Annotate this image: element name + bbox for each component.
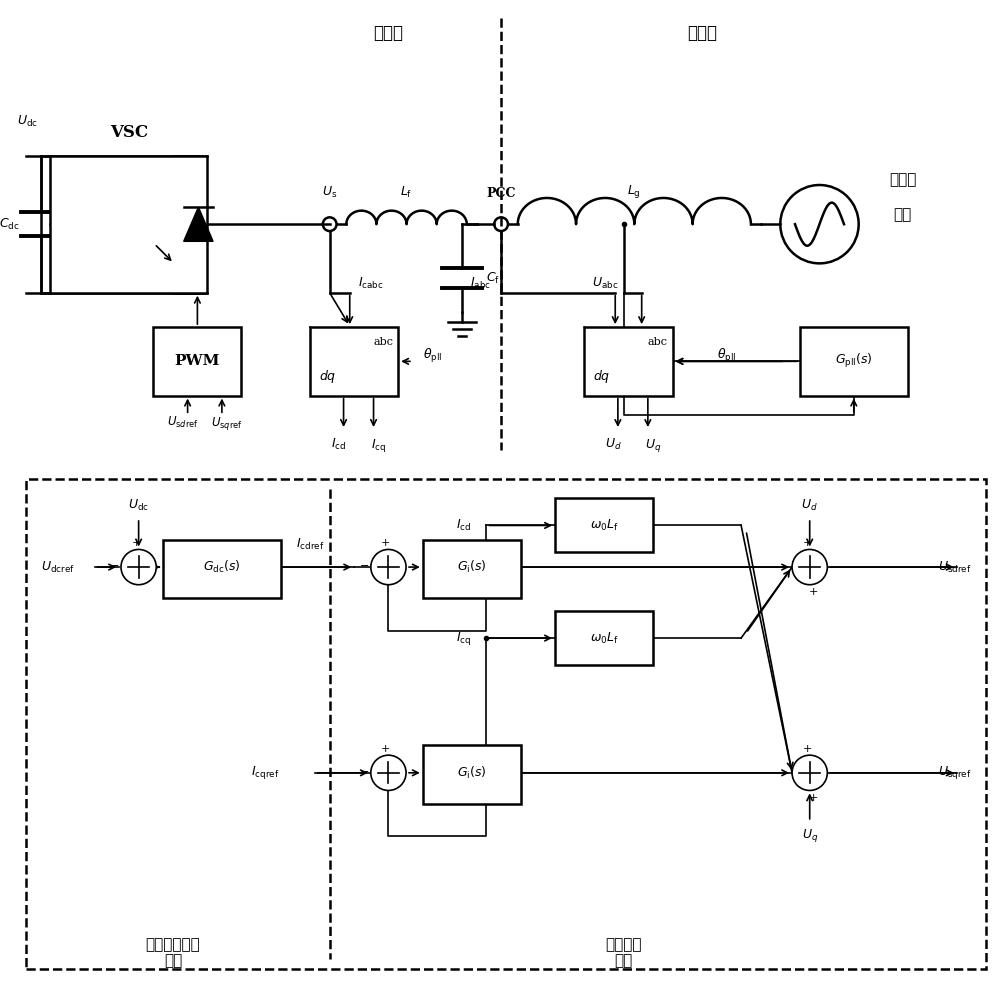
Text: $dq$: $dq$ <box>593 368 611 385</box>
Text: $U_{\rm dc}$: $U_{\rm dc}$ <box>128 498 149 513</box>
Text: $+$: $+$ <box>380 743 391 754</box>
Bar <box>50 156 207 293</box>
Text: $U_d$: $U_d$ <box>605 437 621 452</box>
Bar <box>26 479 986 969</box>
Text: $U_q$: $U_q$ <box>802 827 818 843</box>
Text: $U_{\rm abc}$: $U_{\rm abc}$ <box>592 275 619 290</box>
Text: $I_{\rm cqref}$: $I_{\rm cqref}$ <box>251 765 280 782</box>
Text: $I_{\rm cq}$: $I_{\rm cq}$ <box>456 629 472 647</box>
Text: 直流电压控制: 直流电压控制 <box>146 937 200 952</box>
Text: $U_{\rm sqref}$: $U_{\rm sqref}$ <box>938 765 971 782</box>
Text: $\omega_0 L_{\rm f}$: $\omega_0 L_{\rm f}$ <box>590 517 618 533</box>
Text: $U_{\rm dcref}$: $U_{\rm dcref}$ <box>41 559 74 574</box>
Text: $L_{\rm g}$: $L_{\rm g}$ <box>627 182 641 199</box>
Text: $I_{\rm cd}$: $I_{\rm cd}$ <box>456 517 472 533</box>
Text: PWM: PWM <box>175 354 220 368</box>
Text: $G_{\rm dc}(s)$: $G_{\rm dc}(s)$ <box>203 559 241 575</box>
Polygon shape <box>184 207 213 241</box>
Text: $G_{\rm i}(s)$: $G_{\rm i}(s)$ <box>457 559 487 575</box>
Text: $L_{\rm f}$: $L_{\rm f}$ <box>400 184 413 199</box>
Bar <box>310 327 398 396</box>
Text: abc: abc <box>374 337 394 347</box>
Text: $-$: $-$ <box>359 765 369 775</box>
Text: $I_{\rm abc}$: $I_{\rm abc}$ <box>470 275 491 290</box>
Text: VSC: VSC <box>110 124 148 141</box>
Text: 设备侧: 设备侧 <box>373 24 403 42</box>
Text: 电流控制: 电流控制 <box>605 937 642 952</box>
Text: $-$: $-$ <box>109 559 119 569</box>
Text: $I_{\rm cd}$: $I_{\rm cd}$ <box>331 437 346 452</box>
Bar <box>423 746 521 805</box>
Text: 电网侧: 电网侧 <box>687 24 717 42</box>
Text: $G_{\rm pll}(s)$: $G_{\rm pll}(s)$ <box>835 352 873 370</box>
Text: $C_{\rm dc}$: $C_{\rm dc}$ <box>0 216 20 231</box>
Text: 无穷大: 无穷大 <box>889 172 916 187</box>
Text: 系统: 系统 <box>894 207 912 222</box>
Text: 内环: 内环 <box>614 953 633 968</box>
Text: abc: abc <box>648 337 668 347</box>
Text: $C_{\rm f}$: $C_{\rm f}$ <box>486 270 500 285</box>
Text: $U_{\rm dc}$: $U_{\rm dc}$ <box>17 114 38 129</box>
Text: $U_d$: $U_d$ <box>801 498 818 513</box>
Text: $dq$: $dq$ <box>319 368 336 385</box>
Text: $U_q$: $U_q$ <box>645 437 661 454</box>
Text: $+$: $+$ <box>802 743 812 754</box>
Bar <box>555 611 653 665</box>
Text: $I_{\rm cabc}$: $I_{\rm cabc}$ <box>358 275 383 290</box>
Circle shape <box>371 755 406 791</box>
Text: $\theta_{\rm pll}$: $\theta_{\rm pll}$ <box>423 347 442 366</box>
Text: $U_{\rm s\mathit{d}ref}$: $U_{\rm s\mathit{d}ref}$ <box>167 415 199 431</box>
Text: $U_{\rm s\mathit{q}ref}$: $U_{\rm s\mathit{q}ref}$ <box>211 415 243 433</box>
Text: $+$: $+$ <box>808 792 818 803</box>
Bar <box>423 539 521 598</box>
Text: $+$: $+$ <box>380 537 391 548</box>
Text: $\theta_{\rm pll}$: $\theta_{\rm pll}$ <box>717 347 736 366</box>
Bar <box>153 327 241 396</box>
Text: $I_{\rm cq}$: $I_{\rm cq}$ <box>371 437 386 454</box>
Circle shape <box>792 549 827 584</box>
Text: $U_{\rm s}$: $U_{\rm s}$ <box>322 184 337 199</box>
Text: $+$: $+$ <box>802 537 812 548</box>
Bar <box>800 327 908 396</box>
Text: $\omega_0 L_{\rm f}$: $\omega_0 L_{\rm f}$ <box>590 630 618 646</box>
Text: PCC: PCC <box>486 186 516 199</box>
Text: $I_{\rm cdref}$: $I_{\rm cdref}$ <box>296 537 324 552</box>
Text: $+$: $+$ <box>808 586 818 597</box>
Bar <box>163 539 281 598</box>
Text: $+$: $+$ <box>131 537 141 548</box>
Circle shape <box>121 549 156 584</box>
Circle shape <box>792 755 827 791</box>
Text: $U_{\rm sdref}$: $U_{\rm sdref}$ <box>938 559 971 574</box>
Text: $-$: $-$ <box>359 559 369 569</box>
Circle shape <box>371 549 406 584</box>
Bar <box>584 327 673 396</box>
Text: $G_{\rm i}(s)$: $G_{\rm i}(s)$ <box>457 765 487 781</box>
Text: 外环: 外环 <box>164 953 182 968</box>
Bar <box>555 498 653 552</box>
